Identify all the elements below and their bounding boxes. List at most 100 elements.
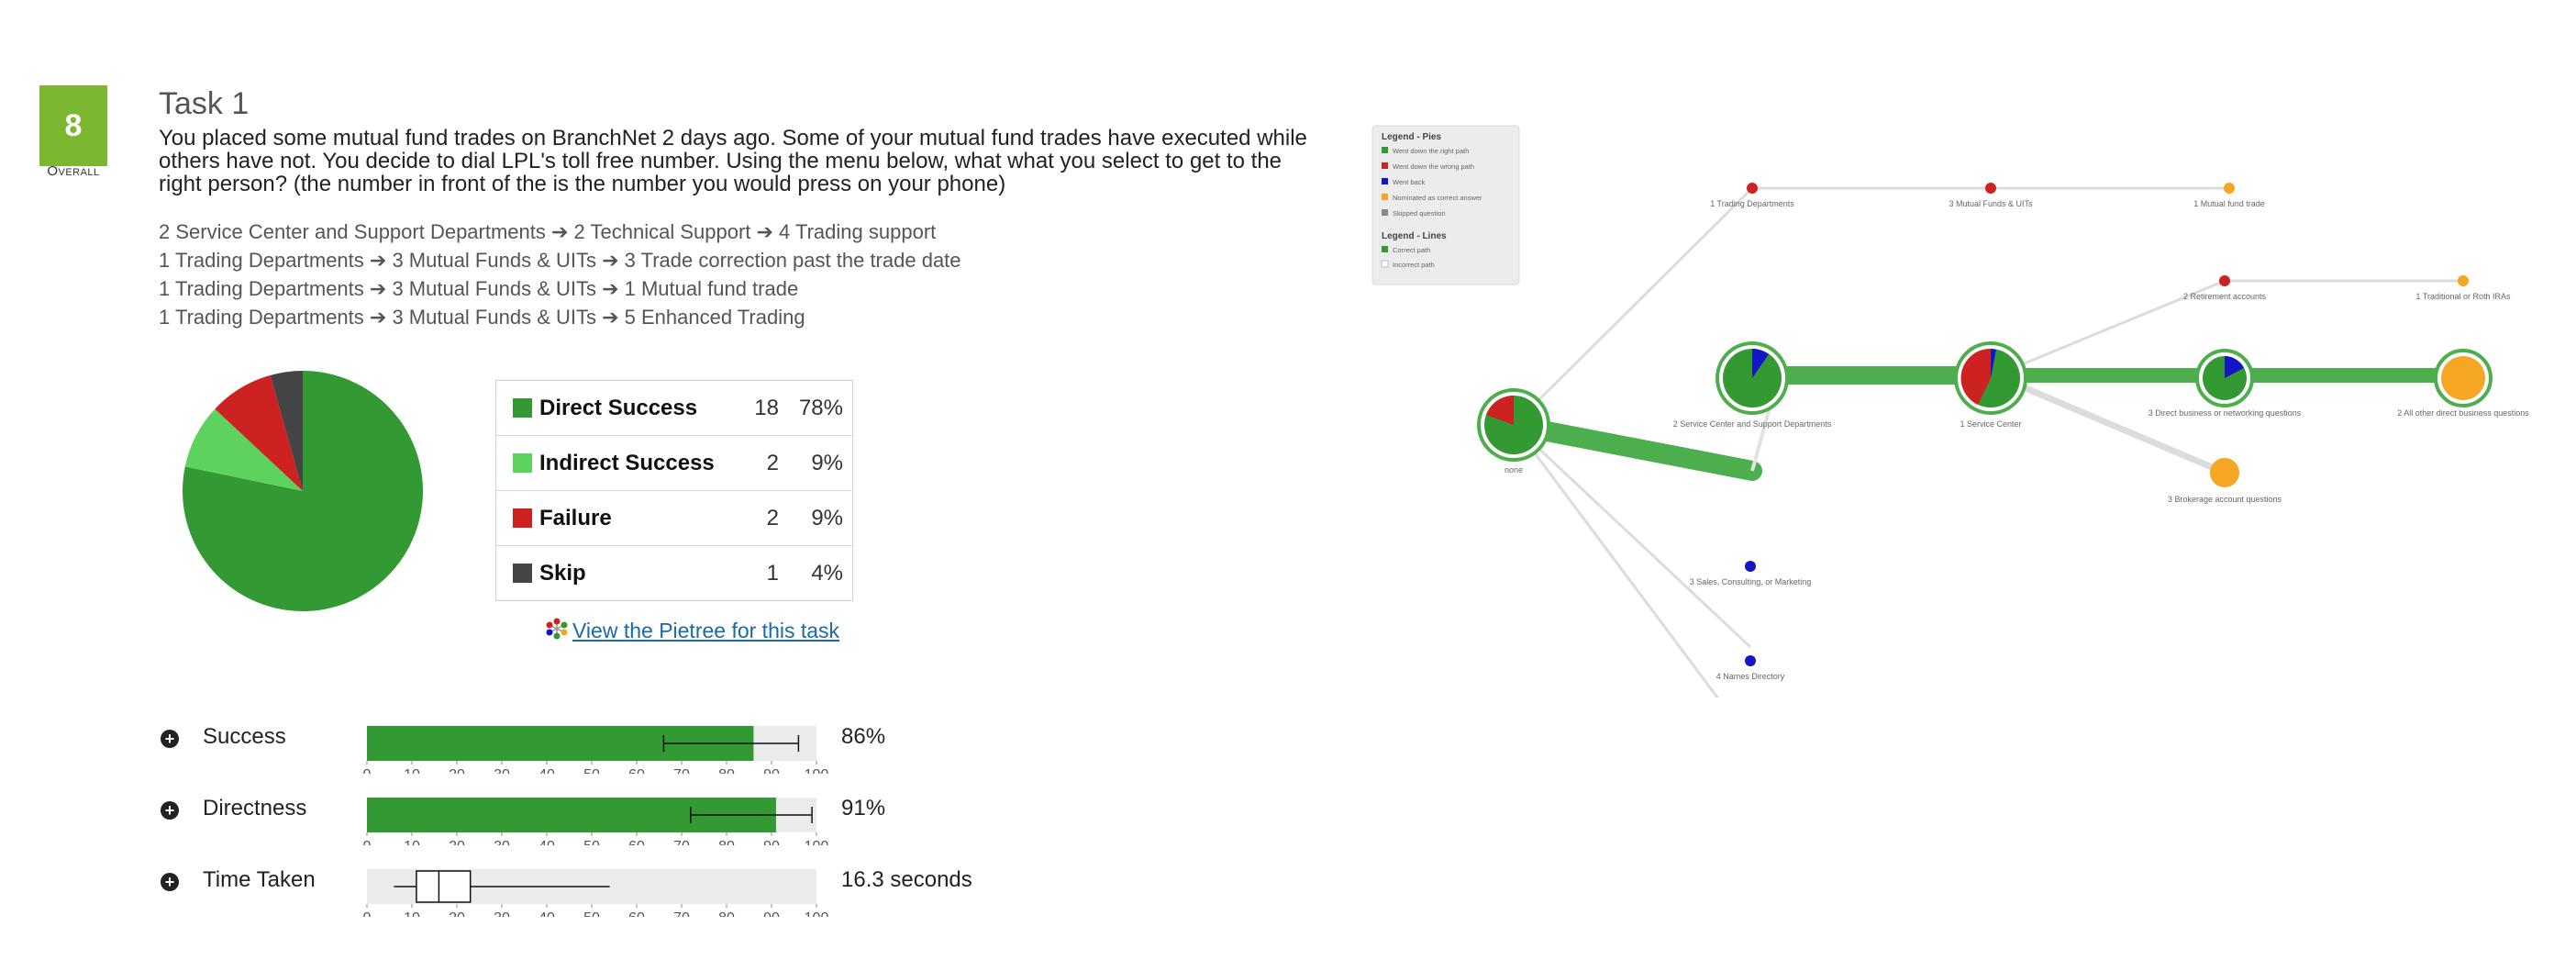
pietree-link-row: View the Pietree for this task bbox=[545, 617, 839, 643]
view-pietree-link[interactable]: View the Pietree for this task bbox=[572, 619, 840, 642]
pietree-node-names-directory[interactable]: 4 Names Directory bbox=[1716, 655, 1785, 681]
correct-path-3: 1 Trading Departments ➔ 3 Mutual Funds &… bbox=[159, 277, 799, 300]
x-tick-label: 50 bbox=[583, 767, 600, 774]
metric-value: 91% bbox=[841, 796, 886, 820]
result-label-cell: Failure bbox=[495, 490, 733, 546]
result-label-cell: Direct Success bbox=[496, 381, 734, 436]
legend-item: Went down the wrong path bbox=[1393, 162, 1474, 171]
legend-item: Correct path bbox=[1393, 246, 1430, 254]
table-row: Skip 1 4% bbox=[495, 545, 853, 601]
pietree-node-sales[interactable]: 3 Sales, Consulting, or Marketing bbox=[1690, 561, 1812, 586]
x-tick-label: 40 bbox=[539, 839, 555, 845]
result-count: 2 bbox=[733, 490, 788, 546]
legend-item: Went back bbox=[1393, 178, 1426, 186]
metric-row-success: + Success 0 10 20 30 40 50 60 70 80 90 100 86% bbox=[159, 719, 1076, 774]
legend-item: Nominated as correct answer bbox=[1393, 194, 1482, 202]
legend-item: Went down the right path bbox=[1393, 147, 1469, 155]
legend-pies-title: Legend - Pies bbox=[1382, 132, 1441, 142]
pietree-node-traditional[interactable]: 1 Traditional or Roth IRAs bbox=[2415, 275, 2511, 301]
table-row: Indirect Success 2 9% bbox=[495, 435, 853, 491]
x-tick-label: 40 bbox=[539, 767, 555, 774]
result-percent: 9% bbox=[788, 490, 853, 546]
metric-value: 86% bbox=[841, 724, 886, 749]
x-tick-label: 10 bbox=[404, 839, 420, 845]
pietree-node-retirement[interactable]: 2 Retirement accounts bbox=[2183, 275, 2267, 301]
node-label: 2 Service Center and Support Departments bbox=[1673, 419, 1832, 429]
result-label-cell: Indirect Success bbox=[495, 435, 733, 491]
expand-success-icon[interactable]: + bbox=[161, 730, 179, 748]
x-tick-label: 100 bbox=[805, 767, 828, 774]
pietree-node-mutual-funds[interactable]: 3 Mutual Funds & UITs bbox=[1949, 183, 2033, 208]
node-label: 2 Retirement accounts bbox=[2183, 292, 2267, 301]
indirect-success-swatch bbox=[513, 452, 532, 473]
legend-lines-title: Legend - Lines bbox=[1382, 231, 1447, 241]
skip-swatch bbox=[513, 563, 532, 583]
pie-slice-indirect-success bbox=[184, 408, 303, 491]
table-row: Failure 2 9% bbox=[495, 490, 853, 546]
node-label: 1 Trading Departments bbox=[1710, 199, 1794, 208]
result-count: 1 bbox=[733, 545, 788, 601]
x-tick-label: 90 bbox=[763, 767, 780, 774]
x-tick-label: 60 bbox=[628, 839, 645, 845]
table-row: Direct Success 18 78% bbox=[496, 381, 853, 436]
x-tick-label: 0 bbox=[363, 767, 372, 774]
x-tick-label: 20 bbox=[449, 910, 465, 917]
expand-directness-icon[interactable]: + bbox=[161, 801, 179, 820]
result-label: Failure bbox=[539, 505, 612, 530]
node-label: 1 Traditional or Roth IRAs bbox=[2415, 292, 2511, 301]
x-tick-label: 80 bbox=[718, 839, 735, 845]
pietree-node-service-center[interactable]: 1 Service Center bbox=[1954, 341, 2027, 429]
legend-item: Incorrect path bbox=[1393, 261, 1435, 269]
node-label: 3 Brokerage account questions bbox=[2168, 495, 2282, 504]
pietree-icon bbox=[546, 618, 568, 640]
x-tick-label: 0 bbox=[363, 839, 372, 845]
legend-item: Skipped question bbox=[1393, 209, 1446, 218]
result-count: 18 bbox=[754, 395, 779, 420]
result-percent: 4% bbox=[788, 545, 853, 601]
correct-path-2: 1 Trading Departments ➔ 3 Mutual Funds &… bbox=[159, 249, 961, 272]
pietree-node-direct-business[interactable]: 3 Direct business or networking question… bbox=[2149, 349, 2302, 418]
x-tick-label: 50 bbox=[583, 910, 600, 917]
pie-slice-skip bbox=[270, 371, 303, 491]
metric-label: Time Taken bbox=[203, 867, 316, 892]
x-tick-label: 90 bbox=[763, 839, 780, 845]
pietree-node-trading-departments[interactable]: 1 Trading Departments bbox=[1710, 183, 1794, 208]
metric-row-directness: + Directness 0 10 20 30 40 50 60 70 80 90 100 91% bbox=[159, 790, 1076, 845]
x-tick-label: 70 bbox=[673, 767, 690, 774]
node-label: 3 Direct business or networking question… bbox=[2149, 408, 2302, 418]
results-table: Direct Success 18 78% Indirect Success 2… bbox=[495, 380, 853, 601]
node-label: 4 Names Directory bbox=[1716, 672, 1785, 681]
correct-path-1: 2 Service Center and Support Departments… bbox=[159, 220, 937, 243]
pietree-node-service-center-support[interactable]: 2 Service Center and Support Departments bbox=[1673, 341, 1832, 429]
result-label: Direct Success bbox=[539, 395, 698, 420]
pietree-node-none[interactable]: none bbox=[1477, 388, 1550, 474]
node-label: none bbox=[1505, 465, 1523, 474]
x-tick-label: 100 bbox=[805, 839, 828, 845]
result-label: Skip bbox=[539, 560, 586, 586]
x-tick-label: 100 bbox=[805, 910, 828, 917]
results-pie-chart bbox=[183, 371, 423, 611]
expand-time-taken-icon[interactable]: + bbox=[161, 873, 179, 891]
pie-slice-failure bbox=[215, 374, 303, 491]
x-tick-label: 50 bbox=[583, 839, 600, 845]
time-taken-box-plot: 0 10 20 30 40 50 60 70 80 90 100 bbox=[363, 869, 828, 917]
x-tick-label: 70 bbox=[673, 910, 690, 917]
pietree-node-mutual-fund-trade[interactable]: 1 Mutual fund trade bbox=[2193, 183, 2265, 208]
result-count: 2 bbox=[733, 435, 788, 491]
x-tick-label: 30 bbox=[494, 839, 510, 845]
x-tick-label: 90 bbox=[763, 910, 780, 917]
x-tick-label: 80 bbox=[718, 910, 735, 917]
metric-label: Directness bbox=[203, 796, 307, 820]
result-label: Indirect Success bbox=[539, 450, 715, 475]
x-tick-label: 60 bbox=[628, 910, 645, 917]
metric-label: Success bbox=[203, 724, 286, 749]
x-tick-label: 30 bbox=[494, 767, 510, 774]
x-tick-label: 20 bbox=[449, 839, 465, 845]
pietree-node-brokerage[interactable]: 3 Brokerage account questions bbox=[2168, 458, 2282, 504]
directness-bar-chart: 0 10 20 30 40 50 60 70 80 90 100 bbox=[363, 798, 828, 845]
task-description: You placed some mutual fund trades on Br… bbox=[159, 126, 1307, 196]
pietree-node-all-other[interactable]: 2 All other direct business questions bbox=[2397, 349, 2529, 418]
task-title: Task 1 bbox=[159, 86, 250, 121]
x-tick-label: 0 bbox=[363, 910, 372, 917]
pietree-legend: Legend - Pies Went down the right path W… bbox=[1371, 125, 1520, 285]
